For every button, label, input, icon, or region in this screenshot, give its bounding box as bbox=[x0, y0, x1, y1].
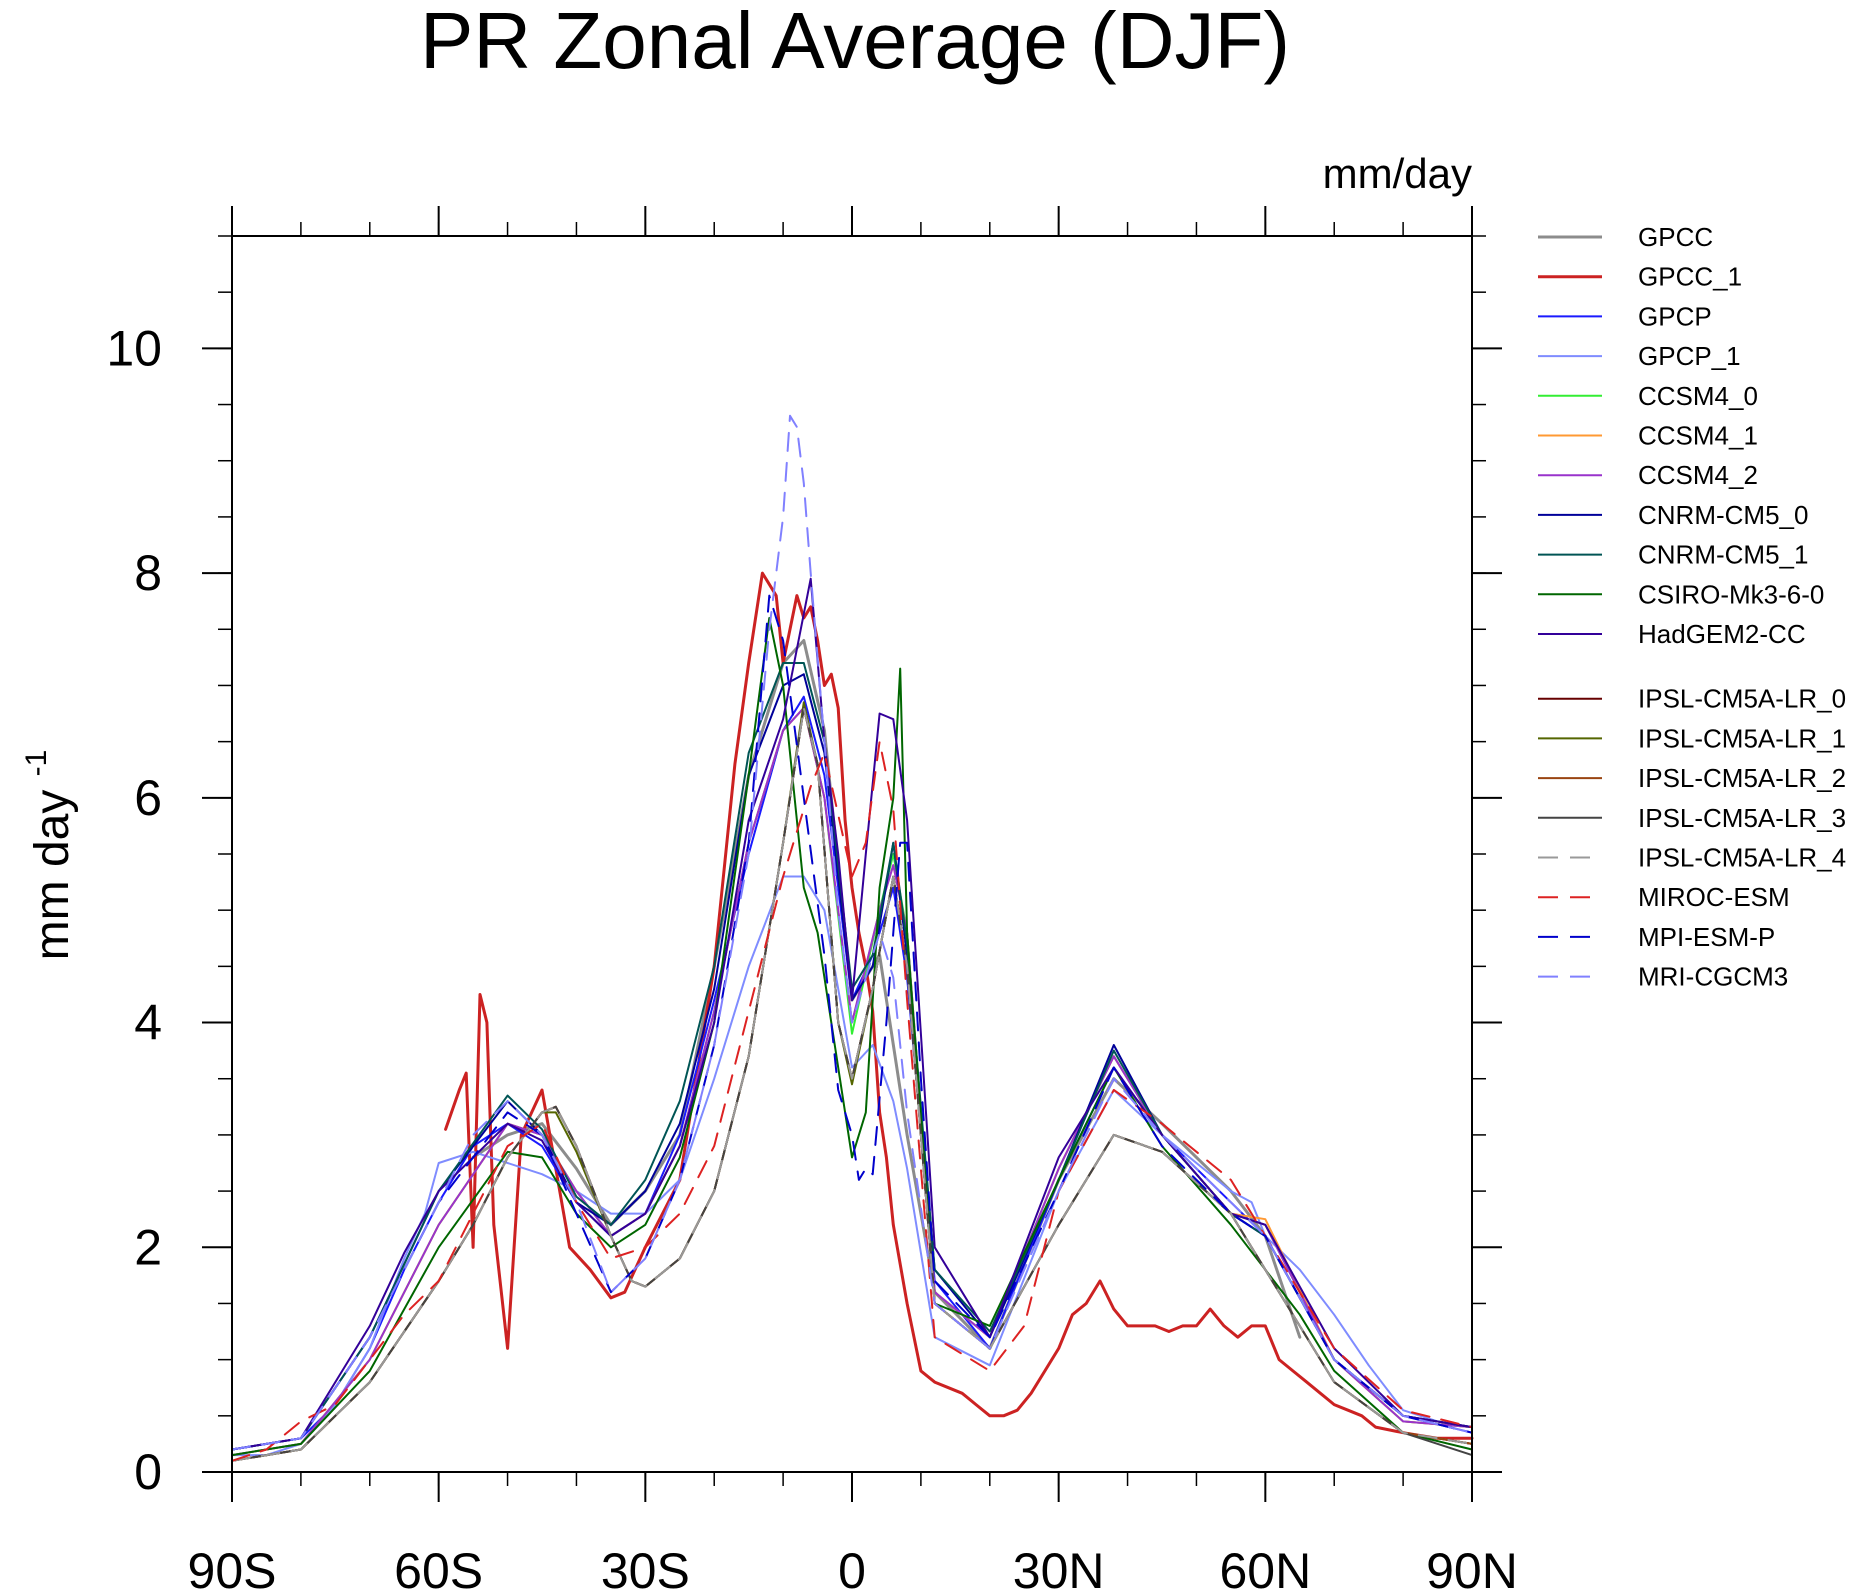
x-tick-label: 90S bbox=[188, 1543, 277, 1595]
y-axis: 0 2 4 6 8 10 bbox=[106, 320, 1502, 1500]
legend-label: IPSL-CM5A-LR_3 bbox=[1638, 803, 1846, 833]
legend-label: GPCP bbox=[1638, 301, 1712, 331]
legend-label: CNRM-CM5_1 bbox=[1638, 540, 1808, 570]
legend-label: GPCC_1 bbox=[1638, 262, 1742, 292]
legend-label: IPSL-CM5A-LR_4 bbox=[1638, 843, 1846, 873]
series-line-gpcc-1 bbox=[444, 571, 1474, 1440]
legend-label: IPSL-CM5A-LR_0 bbox=[1638, 684, 1846, 714]
y-tick-label: 0 bbox=[134, 1444, 162, 1500]
legend-label: CCSM4_2 bbox=[1638, 460, 1758, 490]
units-label: mm/day bbox=[1323, 150, 1472, 197]
x-tick-label: 30S bbox=[601, 1543, 690, 1595]
series-line-hadgem2-cc bbox=[231, 577, 1473, 1451]
legend: GPCC GPCC_1 GPCP GPCP_1 CCSM4_0 CCSM4_1 CCSM4_… bbox=[1538, 222, 1846, 992]
series-line-mpi-esm-p bbox=[231, 594, 1473, 1451]
legend-label: MPI-ESM-P bbox=[1638, 922, 1775, 952]
series-line-gpcp bbox=[231, 695, 1473, 1451]
y-tick-label: 4 bbox=[134, 995, 162, 1051]
legend-label: MIROC-ESM bbox=[1638, 882, 1790, 912]
y-tick-label: 8 bbox=[134, 545, 162, 601]
legend-label: IPSL-CM5A-LR_1 bbox=[1638, 723, 1846, 753]
series-line-csiro-mk3-6-0 bbox=[231, 617, 1473, 1457]
x-axis: 90S 60S 30S 0 30N 60N 90N bbox=[188, 206, 1518, 1595]
x-tick-label: 90N bbox=[1426, 1543, 1518, 1595]
series-line-cnrm-cm5-1 bbox=[231, 662, 1473, 1451]
plot-frame bbox=[231, 235, 1473, 1473]
x-tick-label: 30N bbox=[1013, 1543, 1105, 1595]
legend-label: CCSM4_1 bbox=[1638, 421, 1758, 451]
legend-label: CCSM4_0 bbox=[1638, 381, 1758, 411]
svg-text:mm day -1: mm day -1 bbox=[20, 750, 79, 961]
y-axis-title-text: mm day bbox=[26, 790, 79, 961]
legend-label: HadGEM2-CC bbox=[1638, 619, 1806, 649]
y-tick-label: 10 bbox=[106, 320, 162, 376]
series-line-ipsl-cm5a-lr-1 bbox=[231, 701, 1473, 1462]
minor-ticks bbox=[218, 222, 1486, 1486]
x-tick-label: 60N bbox=[1219, 1543, 1311, 1595]
legend-label: GPCC bbox=[1638, 222, 1713, 252]
legend-label: GPCP_1 bbox=[1638, 341, 1741, 371]
y-tick-label: 6 bbox=[134, 770, 162, 826]
legend-label: CNRM-CM5_0 bbox=[1638, 500, 1808, 530]
x-tick-label: 60S bbox=[394, 1543, 483, 1595]
y-axis-title: mm day -1 bbox=[20, 750, 79, 961]
x-tick-label: 0 bbox=[838, 1543, 866, 1595]
series-lines bbox=[231, 414, 1474, 1462]
y-tick-label: 2 bbox=[134, 1219, 162, 1275]
series-line-ipsl-cm5a-lr-4 bbox=[231, 706, 1473, 1462]
legend-label: MRI-CGCM3 bbox=[1638, 962, 1788, 992]
legend-label: IPSL-CM5A-LR_2 bbox=[1638, 763, 1846, 793]
chart-title: PR Zonal Average (DJF) bbox=[420, 0, 1290, 85]
legend-label: CSIRO-Mk3-6-0 bbox=[1638, 579, 1824, 609]
series-line-mri-cgcm3 bbox=[231, 414, 1473, 1451]
series-line-gpcc bbox=[471, 639, 1302, 1350]
series-line-miroc-esm bbox=[231, 740, 1473, 1462]
plot-area: 90S 60S 30S 0 30N 60N 90N 0 2 4 6 8 10 bbox=[106, 206, 1518, 1595]
series-line-gpcp-1 bbox=[231, 875, 1473, 1457]
y-axis-title-superscript: -1 bbox=[20, 750, 53, 777]
